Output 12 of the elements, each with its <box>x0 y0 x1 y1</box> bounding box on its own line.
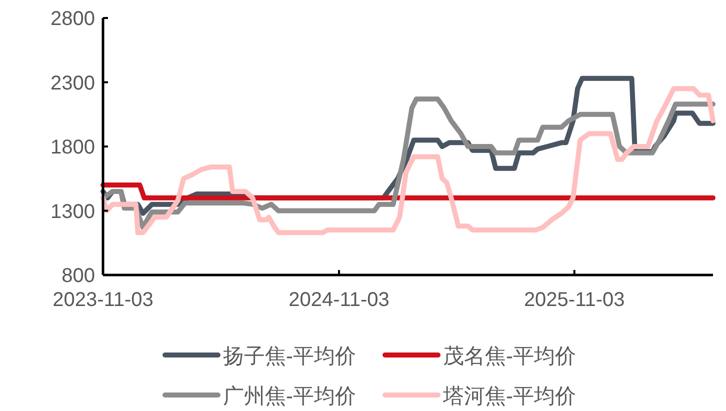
legend-label: 广州焦-平均价 <box>223 385 356 408</box>
y-tick-label: 1300 <box>50 200 95 223</box>
y-tick-label: 2300 <box>50 72 95 94</box>
y-tick-label: 1800 <box>50 136 95 158</box>
x-tick-label: 2025-11-03 <box>524 289 625 311</box>
y-tick-label: 2800 <box>50 8 95 30</box>
legend-label: 茂名焦-平均价 <box>443 345 576 368</box>
x-tick-label: 2023-11-03 <box>52 289 154 311</box>
x-tick-label: 2024-11-03 <box>288 289 390 311</box>
legend-label: 塔河焦-平均价 <box>442 385 576 408</box>
legend-label: 扬子焦-平均价 <box>223 345 356 368</box>
y-tick-label: 800 <box>62 265 95 287</box>
